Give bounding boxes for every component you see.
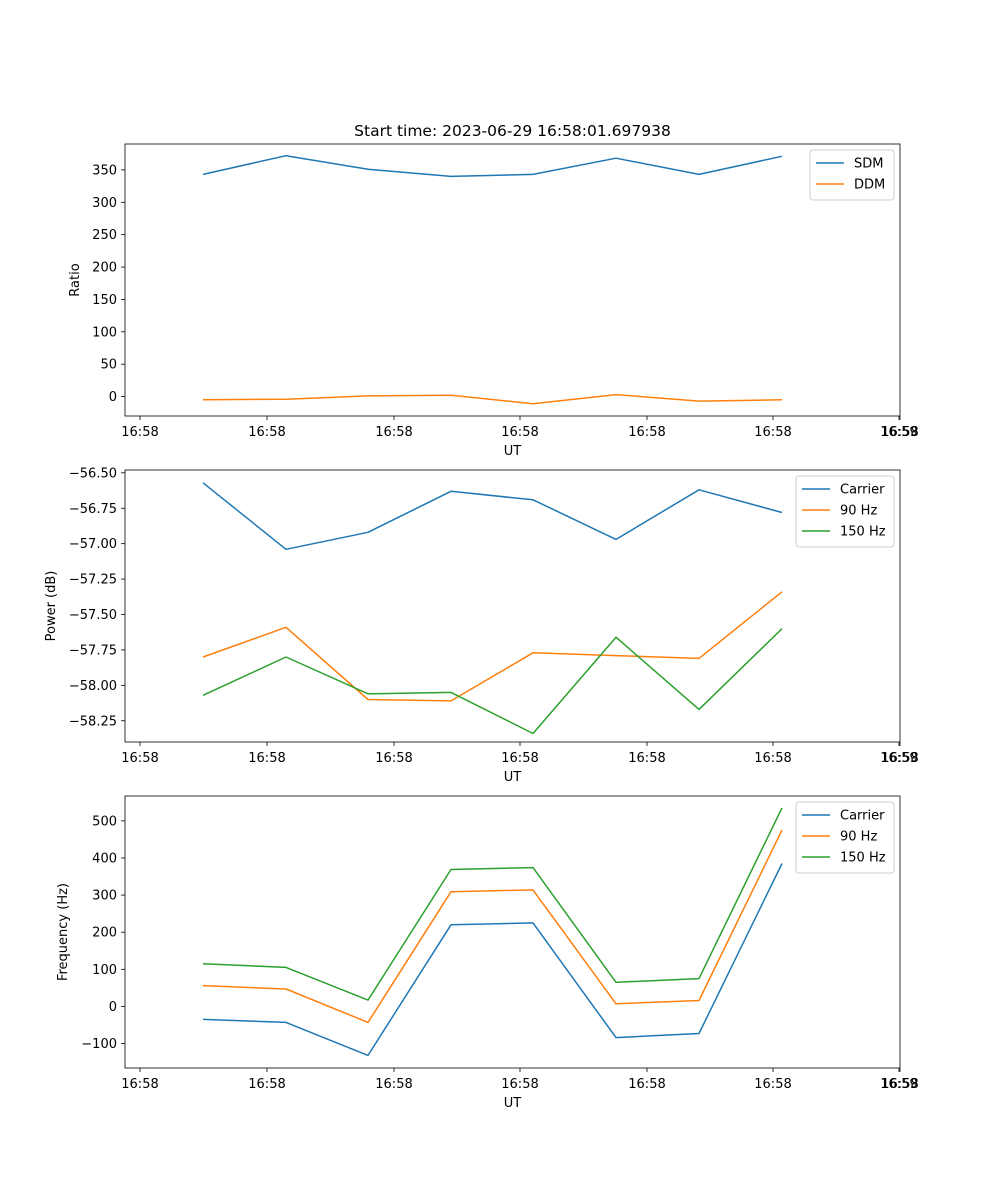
x-axis-label: UT: [504, 1096, 522, 1111]
x-tick-label: 16:58: [628, 425, 665, 440]
subplot-2: −58.25 −58.00 −57.75 −57.50 −57.25 −57.00 −56.…: [44, 466, 919, 785]
x-tick-label: 16:58: [501, 425, 538, 440]
y-tick-label: −57.00: [69, 537, 117, 552]
legend-label: 150 Hz: [840, 851, 886, 866]
y-tick-label: −57.75: [69, 643, 117, 658]
y-tick-label: 200: [92, 926, 117, 941]
y-tick-label: 100: [92, 963, 117, 978]
y-tick-label: −56.50: [69, 466, 117, 481]
y-tick-label: 350: [92, 163, 117, 178]
axes-frame: [124, 795, 901, 1069]
y-tick-label: −100: [81, 1037, 117, 1052]
subplot-3: −100 0 100 200 300 400 500 16:58 16:58 16:58 16:58…: [56, 795, 919, 1111]
axes-frame: [124, 469, 901, 743]
x-tick-label: 16:58: [881, 1077, 918, 1092]
series-line-150-hz: [202, 807, 783, 1001]
y-tick-label: 0: [109, 1000, 117, 1015]
x-axis-label: UT: [504, 444, 522, 459]
y-tick-label: −56.75: [69, 502, 117, 517]
x-tick-label: 16:58: [754, 1077, 791, 1092]
y-tick-label: −57.25: [69, 573, 117, 588]
axes-frame: [124, 143, 901, 417]
y-tick-label: 250: [92, 228, 117, 243]
legend-label: DDM: [854, 178, 885, 193]
figure-title: Start time: 2023-06-29 16:58:01.697938: [354, 122, 671, 140]
x-tick-label: 16:59: [880, 751, 917, 766]
y-tick-label: −57.50: [69, 608, 117, 623]
legend-label: 90 Hz: [840, 504, 877, 519]
y-tick-label: −58.25: [69, 714, 117, 729]
y-tick-label: 300: [92, 889, 117, 904]
series-line-90-hz: [202, 829, 783, 1024]
x-tick-label: 16:58: [248, 1077, 285, 1092]
legend-label: SDM: [854, 157, 883, 172]
x-tick-label: 16:58: [121, 1077, 158, 1092]
legend-label: Carrier: [840, 809, 885, 824]
x-tick-label: 16:58: [501, 1077, 538, 1092]
y-axis-label: Power (dB): [44, 571, 59, 642]
series-line-sdm: [202, 154, 783, 178]
series-line-90-hz: [202, 591, 783, 702]
x-tick-label: 16:58: [375, 751, 412, 766]
y-axis-label: Ratio: [68, 263, 83, 296]
legend: Carrier 90 Hz 150 Hz: [795, 475, 895, 548]
x-tick-label: 16:58: [121, 751, 158, 766]
x-tick-label: 16:58: [628, 751, 665, 766]
x-tick-label: 16:59: [880, 425, 917, 440]
series-line-ddm: [202, 393, 783, 405]
x-tick-label: 16:58: [881, 425, 918, 440]
series-line-carrier: [202, 863, 783, 1057]
x-tick-label: 16:58: [754, 425, 791, 440]
x-tick-label: 16:58: [628, 1077, 665, 1092]
series-line-carrier: [202, 482, 783, 551]
y-tick-label: 0: [109, 390, 117, 405]
y-tick-label: 300: [92, 196, 117, 211]
x-tick-label: 16:59: [880, 1077, 917, 1092]
legend: SDM DDM: [809, 149, 895, 201]
x-tick-label: 16:58: [248, 425, 285, 440]
y-tick-label: 50: [100, 358, 117, 373]
y-axis-label: Frequency (Hz): [56, 883, 71, 981]
x-tick-label: 16:58: [375, 1077, 412, 1092]
series-line-150-hz: [202, 628, 783, 735]
x-tick-label: 16:58: [121, 425, 158, 440]
x-tick-label: 16:58: [248, 751, 285, 766]
y-tick-label: −58.00: [69, 679, 117, 694]
legend: Carrier 90 Hz 150 Hz: [795, 801, 895, 874]
x-axis-label: UT: [504, 770, 522, 785]
y-tick-label: 100: [92, 325, 117, 340]
legend-label: 90 Hz: [840, 830, 877, 845]
x-tick-label: 16:58: [501, 751, 538, 766]
legend-label: 150 Hz: [840, 525, 886, 540]
x-tick-label: 16:58: [881, 751, 918, 766]
y-tick-label: 400: [92, 851, 117, 866]
y-tick-label: 200: [92, 261, 117, 276]
x-tick-label: 16:58: [754, 751, 791, 766]
y-tick-label: 150: [92, 293, 117, 308]
legend-label: Carrier: [840, 483, 885, 498]
x-tick-label: 16:58: [375, 425, 412, 440]
y-tick-label: 500: [92, 814, 117, 829]
legend-box: [795, 801, 895, 874]
legend-box: [795, 475, 895, 548]
